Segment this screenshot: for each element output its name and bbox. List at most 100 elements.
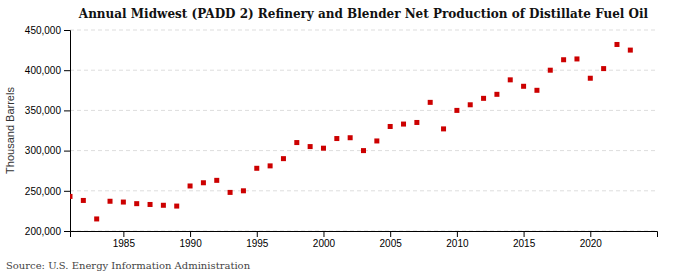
point — [534, 88, 539, 93]
point — [108, 199, 113, 204]
grid-line — [70, 190, 657, 191]
point — [494, 92, 499, 97]
y-tick-label: 450,000 — [25, 25, 62, 36]
point — [174, 204, 179, 209]
point — [508, 77, 513, 82]
y-tick-mark — [64, 30, 70, 31]
point — [254, 166, 259, 171]
x-tick: 1990 — [179, 231, 202, 249]
x-tick-mark — [524, 231, 525, 237]
grid-line — [70, 110, 657, 111]
point — [441, 126, 446, 131]
point — [81, 198, 86, 203]
x-tick-mark — [457, 231, 458, 237]
y-axis-line — [64, 31, 71, 232]
point — [70, 194, 73, 199]
y-tick: 350,000 — [25, 105, 70, 116]
x-tick-mark — [257, 231, 258, 237]
y-tick: 400,000 — [25, 65, 70, 76]
point — [294, 140, 299, 145]
point — [574, 56, 579, 61]
x-tick: 2015 — [513, 231, 536, 249]
point — [481, 96, 486, 101]
x-tick-mark — [323, 231, 324, 237]
point — [614, 42, 619, 47]
point — [401, 122, 406, 127]
y-tick-label: 350,000 — [25, 105, 62, 116]
point — [161, 203, 166, 208]
x-tick: 2005 — [380, 231, 403, 249]
annotation: Source: U.S. Energy Information Administ… — [6, 260, 251, 271]
x-tick-label: 2015 — [513, 238, 536, 249]
y-tick-mark — [64, 151, 70, 152]
y-tick: 300,000 — [25, 145, 70, 156]
point — [121, 200, 126, 205]
x-axis-line — [71, 232, 658, 238]
y-tick-label: 200,000 — [25, 226, 62, 237]
point — [268, 163, 273, 168]
point — [134, 201, 139, 206]
point — [308, 144, 313, 149]
y-tick: 200,000 — [25, 226, 70, 237]
point — [454, 108, 459, 113]
x-tick: 2020 — [580, 231, 603, 249]
x-tick-label: 2000 — [313, 238, 336, 249]
x-tick-mark — [590, 231, 591, 237]
point — [241, 188, 246, 193]
x-axis: 1985 1990 1995 2000 2005 2010 2015 2020 — [71, 231, 658, 249]
point — [321, 146, 326, 151]
y-tick-label: 400,000 — [25, 65, 62, 76]
y-tick-label: 300,000 — [25, 145, 62, 156]
point — [228, 190, 233, 195]
point — [374, 138, 379, 143]
x-tick: 1995 — [246, 231, 269, 249]
point — [214, 178, 219, 183]
grid — [70, 30, 657, 231]
point — [281, 156, 286, 161]
y-tick: 450,000 — [25, 25, 70, 36]
x-tick-mark — [190, 231, 191, 237]
point — [601, 66, 606, 71]
point — [628, 48, 633, 53]
point — [148, 202, 153, 207]
y-axis: 200,000 250,000 300,000 350,000 400,000 450,0… — [25, 25, 71, 237]
x-tick: 2000 — [313, 231, 336, 249]
point — [388, 124, 393, 129]
x-tick-mark — [123, 231, 124, 237]
x-tick-mark — [390, 231, 391, 237]
title: Annual Midwest (PADD 2) Refinery and Ble… — [78, 7, 649, 21]
y-axis-title: Thousand Barrels — [4, 87, 16, 174]
point — [348, 135, 353, 140]
point — [94, 216, 99, 221]
y-tick-label: 250,000 — [25, 186, 62, 197]
x-tick-label: 2020 — [580, 238, 603, 249]
y-tick-mark — [64, 191, 70, 192]
point — [588, 76, 593, 81]
chart: 19851990199520002005201020152020200,0002… — [0, 0, 675, 275]
y-tick: 250,000 — [25, 186, 70, 197]
point — [414, 120, 419, 125]
point — [188, 183, 193, 188]
point — [201, 180, 206, 185]
grid-line — [70, 70, 657, 71]
x-tick-label: 1995 — [246, 238, 269, 249]
point — [334, 136, 339, 141]
point — [561, 57, 566, 62]
point — [361, 148, 366, 153]
points — [70, 42, 633, 221]
point — [548, 68, 553, 73]
point — [521, 84, 526, 89]
x-tick: 1985 — [113, 231, 136, 249]
y-tick-mark — [64, 231, 70, 232]
y-tick-mark — [64, 110, 70, 111]
x-tick-label: 2010 — [446, 238, 469, 249]
x-tick: 2010 — [446, 231, 469, 249]
grid-line — [70, 30, 657, 31]
x-tick-label: 1990 — [179, 238, 202, 249]
y-tick-mark — [64, 70, 70, 71]
point — [468, 102, 473, 107]
x-tick-label: 1985 — [113, 238, 136, 249]
point — [428, 100, 433, 105]
plot: 19851990199520002005201020152020200,0002… — [25, 25, 658, 249]
x-tick-label: 2005 — [380, 238, 403, 249]
